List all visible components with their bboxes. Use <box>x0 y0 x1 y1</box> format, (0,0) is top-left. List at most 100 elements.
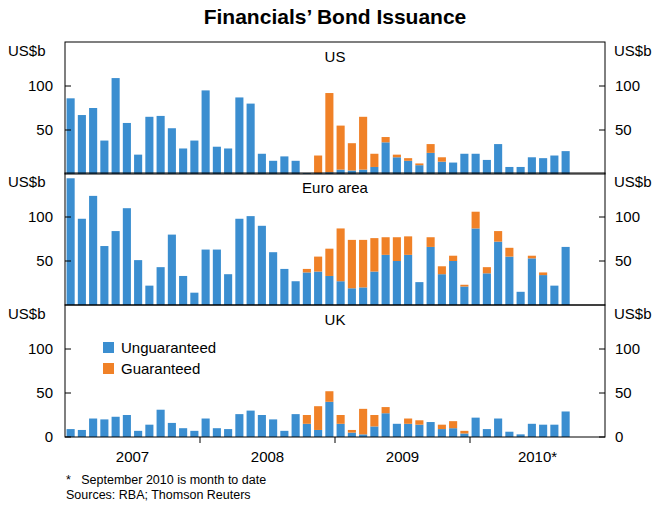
bar <box>269 252 277 305</box>
bar <box>303 415 311 424</box>
bar <box>562 411 570 437</box>
bar <box>202 90 210 174</box>
bar <box>89 108 97 174</box>
bar <box>528 157 536 174</box>
bar <box>269 419 277 420</box>
frame <box>65 42 605 174</box>
bar <box>78 429 86 430</box>
bar <box>337 126 345 170</box>
bar <box>528 256 536 259</box>
bar <box>134 431 142 437</box>
tick-label: 50 <box>36 252 53 269</box>
tick-label: 50 <box>615 384 632 401</box>
bar <box>550 155 558 156</box>
bar <box>483 159 491 160</box>
bar <box>202 418 210 419</box>
bar <box>190 430 198 431</box>
bar <box>404 419 412 424</box>
bar <box>134 154 142 155</box>
bar <box>269 161 277 174</box>
bar <box>292 161 300 174</box>
x-tick-label: 2008 <box>251 448 284 465</box>
tick-label: 50 <box>615 121 632 138</box>
tick <box>65 217 71 218</box>
bar <box>325 276 333 305</box>
bar <box>235 219 243 305</box>
bar <box>123 208 131 305</box>
bar <box>224 274 232 305</box>
bar <box>438 425 446 429</box>
bar <box>145 425 153 437</box>
bar <box>179 428 187 429</box>
bar <box>168 128 176 174</box>
bar <box>190 293 198 305</box>
bar <box>247 216 255 217</box>
bar <box>382 413 390 437</box>
bar <box>269 160 277 161</box>
bar <box>404 424 412 437</box>
bar <box>280 269 288 305</box>
axis-label: US$b <box>8 173 46 190</box>
bar <box>168 235 176 305</box>
bar <box>168 128 176 129</box>
bar <box>460 431 468 434</box>
tick-label: 100 <box>615 208 640 225</box>
bar <box>224 148 232 174</box>
bar <box>393 424 401 437</box>
bar <box>562 246 570 247</box>
bar <box>179 428 187 437</box>
bar <box>449 261 457 305</box>
bar <box>134 260 142 305</box>
bar <box>370 272 378 305</box>
bar <box>337 281 345 305</box>
bars <box>67 78 570 174</box>
bar <box>505 431 513 432</box>
bar <box>190 141 198 174</box>
bar <box>337 415 345 424</box>
bar <box>258 153 266 154</box>
bar <box>112 78 120 174</box>
bar <box>359 287 367 305</box>
bar <box>100 419 108 437</box>
bar <box>157 409 165 410</box>
frame <box>65 305 605 437</box>
bar <box>157 115 165 116</box>
tick <box>599 349 605 350</box>
bar <box>505 257 513 305</box>
bar <box>427 422 435 423</box>
tick <box>599 437 605 438</box>
bar <box>235 414 243 415</box>
bar <box>382 407 390 413</box>
bar <box>539 158 547 159</box>
bar <box>303 424 311 437</box>
bar <box>224 429 232 430</box>
bar <box>370 238 378 271</box>
bar <box>370 415 378 426</box>
bar <box>359 409 367 435</box>
bar <box>483 429 491 430</box>
bar <box>67 429 75 430</box>
bar <box>269 419 277 437</box>
bar <box>100 141 108 174</box>
bar <box>112 78 120 79</box>
bar <box>449 421 457 428</box>
bar <box>235 218 243 219</box>
bar <box>112 416 120 417</box>
bar <box>472 418 480 437</box>
bar <box>427 153 435 174</box>
bars <box>67 178 570 305</box>
bar <box>348 143 356 170</box>
bar <box>562 247 570 305</box>
bar <box>157 267 165 268</box>
bar <box>89 195 97 196</box>
bar <box>190 140 198 141</box>
bar <box>438 274 446 305</box>
bar <box>224 148 232 149</box>
bar <box>145 286 153 305</box>
bar <box>415 420 423 424</box>
bar <box>157 410 165 437</box>
bar <box>427 422 435 437</box>
tick-label: 100 <box>615 77 640 94</box>
bar <box>100 246 108 247</box>
bar <box>258 225 266 226</box>
